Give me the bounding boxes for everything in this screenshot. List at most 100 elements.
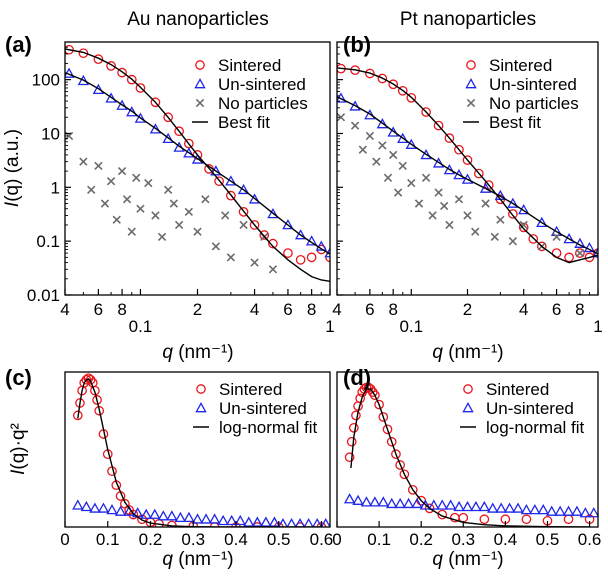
sintered-point-d-15 (382, 424, 393, 435)
noparticles-point-a-12 (144, 178, 153, 188)
unsintered-point-c-0 (72, 499, 84, 510)
unsintered-point-c-28 (312, 517, 323, 527)
sintered-point-d-16 (386, 436, 397, 447)
panel-title-a: Au nanoparticles (127, 9, 269, 30)
legend-label-sintered: Sintered (486, 380, 549, 399)
noparticles-point-b-1 (350, 121, 360, 130)
unsintered-point-c-10 (157, 510, 170, 521)
unsintered-point-d-6 (394, 497, 406, 509)
noparticles-point-b-19 (471, 227, 480, 236)
legend-label-unsintered: Un-sintered (218, 75, 306, 94)
unsintered-point-a-13 (225, 175, 237, 186)
noparticles-point-a-3 (94, 161, 103, 171)
axes-frame-d (336, 371, 599, 528)
sintered-point-a-4 (117, 67, 127, 78)
unsintered-point-d-1 (352, 494, 364, 505)
unsintered-point-c-16 (208, 513, 221, 524)
sintered-point-a-20 (295, 254, 306, 265)
unsintered-point-d-19 (503, 502, 516, 513)
x-tick-label-a-5: 4 (250, 300, 259, 319)
unsintered-point-a-5 (126, 106, 138, 117)
noparticles-point-a-2 (87, 185, 96, 194)
unsintered-point-b-20 (583, 241, 596, 253)
unsintered-point-a-18 (294, 229, 307, 240)
x-tick-label-b-3: 0.1 (399, 317, 423, 336)
noparticles-point-b-8 (393, 188, 403, 197)
x-tick-label-a-6: 6 (283, 300, 292, 319)
y-tick-label-a-2: 1 (51, 178, 60, 197)
unsintered-point-a-1 (77, 74, 90, 86)
noparticles-point-b-10 (407, 178, 416, 188)
noparticles-point-a-16 (169, 199, 178, 208)
sintered-point-d-28 (521, 514, 532, 525)
panel-label-d: (d) (343, 365, 371, 390)
unsintered-point-d-11 (436, 499, 448, 510)
plot-area-a (65, 44, 330, 282)
x-axis-label-c: q (nm⁻¹) (162, 549, 233, 570)
noparticles-point-a-25 (250, 258, 259, 267)
panel-d: 0 0.1 0.2 0.3 0.4 0.5 0.6 (d) q (nm⁻¹) SinteredUn… (332, 365, 601, 570)
x-tick-label-b-0: 4 (332, 300, 341, 319)
legend-label-unsintered: Un-sintered (486, 399, 574, 418)
noparticles-point-b-26 (552, 232, 561, 242)
unsintered-point-d-15 (470, 500, 482, 512)
unsintered-point-c-4 (106, 504, 118, 515)
sintered-point-a-6 (135, 83, 146, 93)
unsintered-point-c-26 (295, 517, 306, 527)
fit-line-d-2 (350, 388, 590, 527)
unsintered-point-b-4 (387, 126, 399, 137)
sintered-point-a-13 (214, 176, 224, 187)
sintered-point-a-0 (65, 44, 74, 55)
unsintered-point-d-17 (487, 502, 499, 513)
unsintered-point-d-28 (579, 507, 592, 518)
unsintered-point-d-22 (529, 504, 541, 515)
sintered-point-d-14 (378, 412, 389, 422)
noparticles-point-b-27 (575, 248, 585, 258)
sintered-point-a-19 (283, 248, 293, 258)
sintered-point-b-15 (508, 209, 518, 219)
y-tick-label-a-4: 100 (32, 71, 60, 90)
x-tick-label-c-0: 0 (60, 530, 69, 549)
unsintered-point-b-10 (453, 168, 465, 180)
noparticles-point-b-11 (414, 199, 424, 208)
unsintered-point-b-11 (461, 173, 474, 184)
sintered-point-b-17 (528, 234, 539, 244)
sintered-point-b-9 (444, 133, 455, 143)
x-axis-label-a: q (nm⁻¹) (162, 342, 233, 363)
noparticles-point-b-18 (463, 211, 472, 220)
sintered-point-d-3 (351, 410, 361, 421)
unsintered-point-d-27 (571, 505, 583, 516)
noparticles-point-b-3 (365, 131, 375, 141)
y-tick-label-a-1: 0.1 (36, 232, 60, 251)
sintered-point-b-6 (406, 92, 417, 103)
noparticles-point-b-0 (337, 113, 346, 122)
legend-swatch-unsintered (195, 402, 207, 413)
x-tick-label-d-2: 0.2 (409, 530, 433, 549)
noparticles-point-a-1 (79, 157, 88, 166)
plot-area-c (72, 373, 330, 527)
panel-c: 0 0.1 0.2 0.3 0.4 0.5 0.6 (c) q (nm⁻¹) I(q)·q² Sin… (5, 365, 333, 570)
unsintered-point-d-18 (495, 502, 507, 513)
noparticles-point-b-5 (378, 141, 387, 150)
sintered-point-b-3 (377, 73, 388, 84)
sintered-point-d-20 (407, 484, 418, 495)
sintered-point-a-5 (126, 74, 137, 85)
sintered-point-a-14 (226, 190, 236, 201)
legend-swatch-unsintered (194, 78, 206, 89)
noparticles-point-a-15 (163, 185, 173, 194)
sintered-point-d-13 (374, 399, 384, 410)
legend-label-noparticles: No particles (218, 94, 308, 113)
noparticles-point-a-18 (184, 207, 193, 217)
legend-swatch-sintered (195, 60, 205, 70)
legend-label-unsintered: Un-sintered (219, 399, 307, 418)
unsintered-point-d-24 (545, 505, 558, 516)
unsintered-point-a-11 (191, 153, 204, 164)
unsintered-point-c-12 (174, 511, 187, 523)
sintered-point-a-8 (163, 112, 173, 123)
unsintered-point-c-5 (114, 505, 127, 516)
legend-swatch-unsintered (462, 402, 474, 413)
noparticles-point-b-16 (445, 220, 454, 230)
